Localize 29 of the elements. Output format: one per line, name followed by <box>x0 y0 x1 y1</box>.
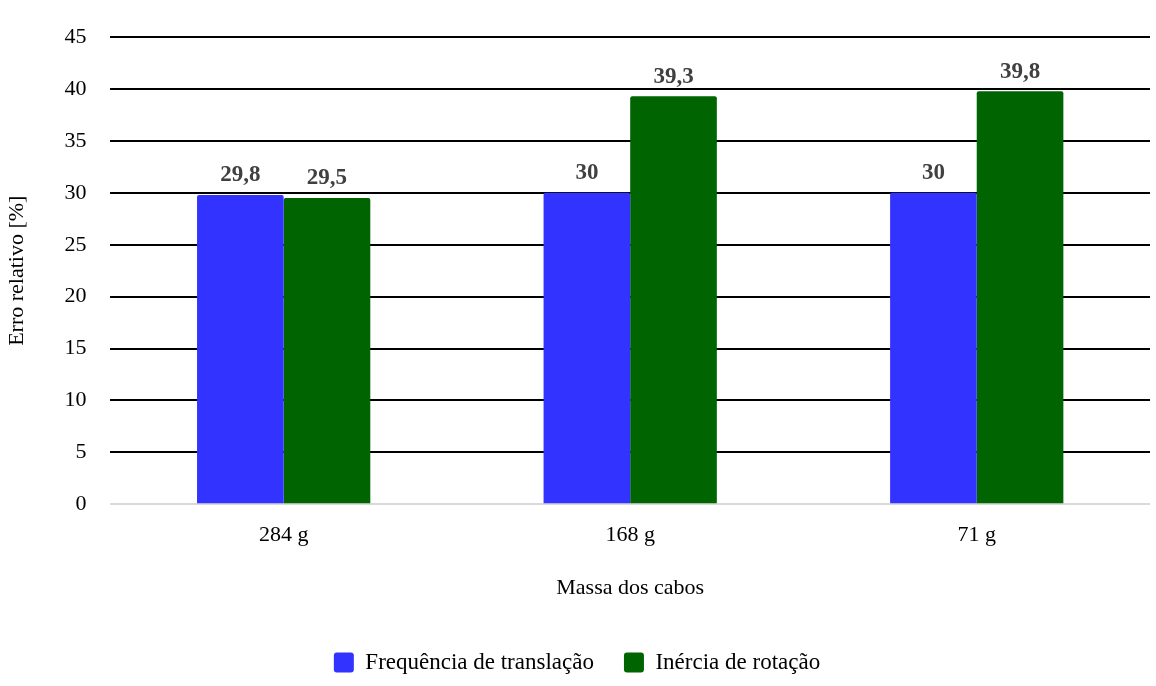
data-label: 39,3 <box>653 62 694 88</box>
legend-label: Frequência de translação <box>365 648 594 674</box>
bar <box>543 192 631 504</box>
y-tick-label: 30 <box>64 178 87 204</box>
data-label: 29,5 <box>306 164 348 190</box>
x-axis-title: Massa dos cabos <box>556 573 705 599</box>
x-tick-label: 71 g <box>957 521 996 547</box>
data-label: 39,8 <box>999 57 1041 83</box>
y-tick-label: 25 <box>64 230 87 256</box>
y-tick-label: 5 <box>75 438 87 464</box>
y-tick-label: 45 <box>64 22 87 48</box>
bar <box>630 96 717 504</box>
bar <box>197 194 284 504</box>
y-tick-label: 0 <box>75 489 87 515</box>
y-axis-title: Erro relativo [%] <box>2 195 28 346</box>
y-tick-label: 15 <box>64 334 87 360</box>
legend-label: Inércia de rotação <box>655 648 821 674</box>
bar <box>283 198 371 504</box>
y-tick-label: 20 <box>64 282 87 308</box>
x-tick-label: 284 g <box>258 521 309 547</box>
data-label: 30 <box>921 159 945 185</box>
y-tick-label: 35 <box>64 126 87 152</box>
data-label: 30 <box>575 159 599 185</box>
y-tick-label: 40 <box>64 74 87 100</box>
bar <box>890 192 977 504</box>
bar <box>976 91 1064 504</box>
y-tick-label: 10 <box>64 386 87 412</box>
x-tick-label: 168 g <box>605 521 655 547</box>
data-label: 29,8 <box>220 161 261 187</box>
